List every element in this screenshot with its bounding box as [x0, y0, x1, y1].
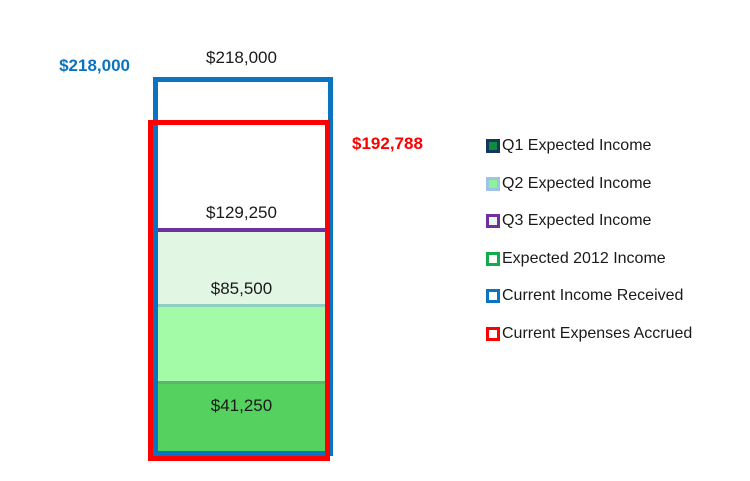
legend-item-current-expenses-accrued: Current Expenses Accrued	[486, 324, 692, 344]
label-expected-total: $218,000	[206, 48, 277, 67]
legend-swatch-icon	[486, 139, 500, 153]
label-q2-value: $85,500	[210, 279, 273, 298]
legend-label: Q1 Expected Income	[502, 137, 652, 154]
legend-item-q1-expected-income: Q1 Expected Income	[486, 136, 692, 156]
legend-label: Current Income Received	[502, 287, 684, 304]
legend-swatch-icon	[486, 289, 500, 303]
label-current-expenses-accrued: $192,788	[352, 134, 423, 153]
label-q3-value: $129,250	[206, 203, 277, 222]
legend-label: Expected 2012 Income	[502, 249, 666, 267]
legend-label: Current Expenses Accrued	[502, 324, 693, 342]
legend-item-expected-2012-income: Expected 2012 Income	[486, 249, 692, 269]
chart-legend: Q1 Expected Income Q2 Expected Income Q3…	[486, 136, 692, 361]
legend-label: Q2 Expected Income	[502, 174, 652, 192]
label-q1-value: $41,250	[210, 396, 273, 415]
current-income-received-outline	[153, 77, 333, 456]
legend-item-q2-expected-income: Q2 Expected Income	[486, 174, 692, 194]
legend-swatch-icon	[486, 251, 500, 266]
legend-item-q3-expected-income: Q3 Expected Income	[486, 211, 692, 231]
bar-segment-q1-expected-income	[157, 381, 325, 453]
legend-item-current-income-received: Current Income Received	[486, 286, 692, 306]
legend-swatch-icon	[486, 176, 500, 191]
legend-swatch-icon	[486, 214, 500, 228]
current-expenses-accrued-outline	[148, 120, 330, 461]
legend-label: Q3 Expected Income	[502, 212, 652, 229]
legend-swatch-icon	[486, 326, 500, 341]
label-current-income-received: $218,000	[59, 56, 130, 75]
